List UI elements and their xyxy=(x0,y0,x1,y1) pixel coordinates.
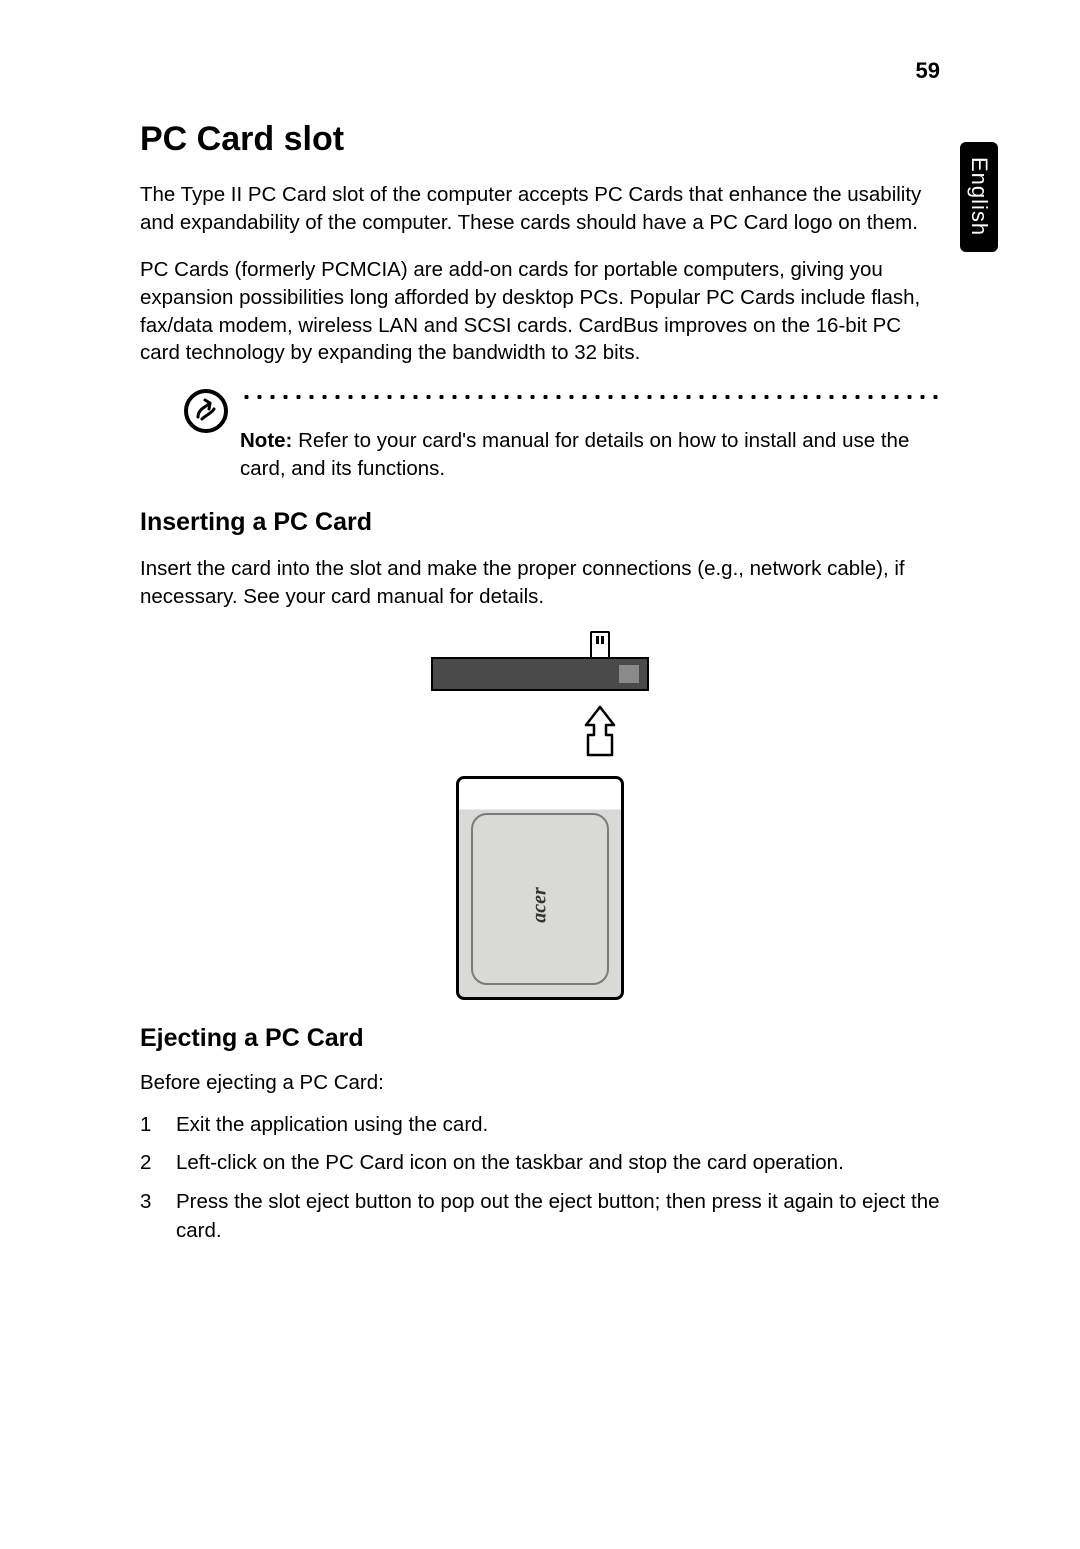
inserting-paragraph: Insert the card into the slot and make t… xyxy=(140,555,940,610)
insert-figure: acer xyxy=(140,631,940,1000)
ejecting-before: Before ejecting a PC Card: xyxy=(140,1071,940,1095)
paragraph-1: The Type II PC Card slot of the computer… xyxy=(140,181,940,236)
section-title: PC Card slot xyxy=(140,120,940,159)
language-tab-label: English xyxy=(966,157,992,236)
step-3: Press the slot eject button to pop out t… xyxy=(140,1188,940,1245)
paragraph-2: PC Cards (formerly PCMCIA) are add-on ca… xyxy=(140,256,940,367)
arrow-up-icon xyxy=(582,705,618,762)
card-logo: acer xyxy=(529,887,552,923)
note-text: Note: Refer to your card's manual for de… xyxy=(240,427,940,482)
ejecting-title: Ejecting a PC Card xyxy=(140,1024,940,1053)
note-body: Refer to your card's manual for details … xyxy=(240,429,909,480)
step-1: Exit the application using the card. xyxy=(140,1111,940,1140)
step-1-text: Exit the application using the card. xyxy=(176,1111,940,1140)
slot-illustration xyxy=(431,657,649,691)
language-tab: English xyxy=(960,142,998,252)
page-number: 59 xyxy=(916,58,940,84)
note-label: Note: xyxy=(240,429,292,452)
step-2-text: Left-click on the PC Card icon on the ta… xyxy=(176,1149,940,1178)
dotted-divider xyxy=(240,387,940,405)
content-area: PC Card slot The Type II PC Card slot of… xyxy=(140,120,940,1245)
eject-steps: Exit the application using the card. Lef… xyxy=(140,1111,940,1246)
note-block: Note: Refer to your card's manual for de… xyxy=(184,387,940,482)
eject-button-illustration xyxy=(590,631,610,657)
step-3-text: Press the slot eject button to pop out t… xyxy=(176,1188,940,1245)
pc-card-illustration: acer xyxy=(456,776,624,1000)
step-2: Left-click on the PC Card icon on the ta… xyxy=(140,1149,940,1178)
inserting-title: Inserting a PC Card xyxy=(140,508,940,537)
note-icon xyxy=(184,389,228,433)
